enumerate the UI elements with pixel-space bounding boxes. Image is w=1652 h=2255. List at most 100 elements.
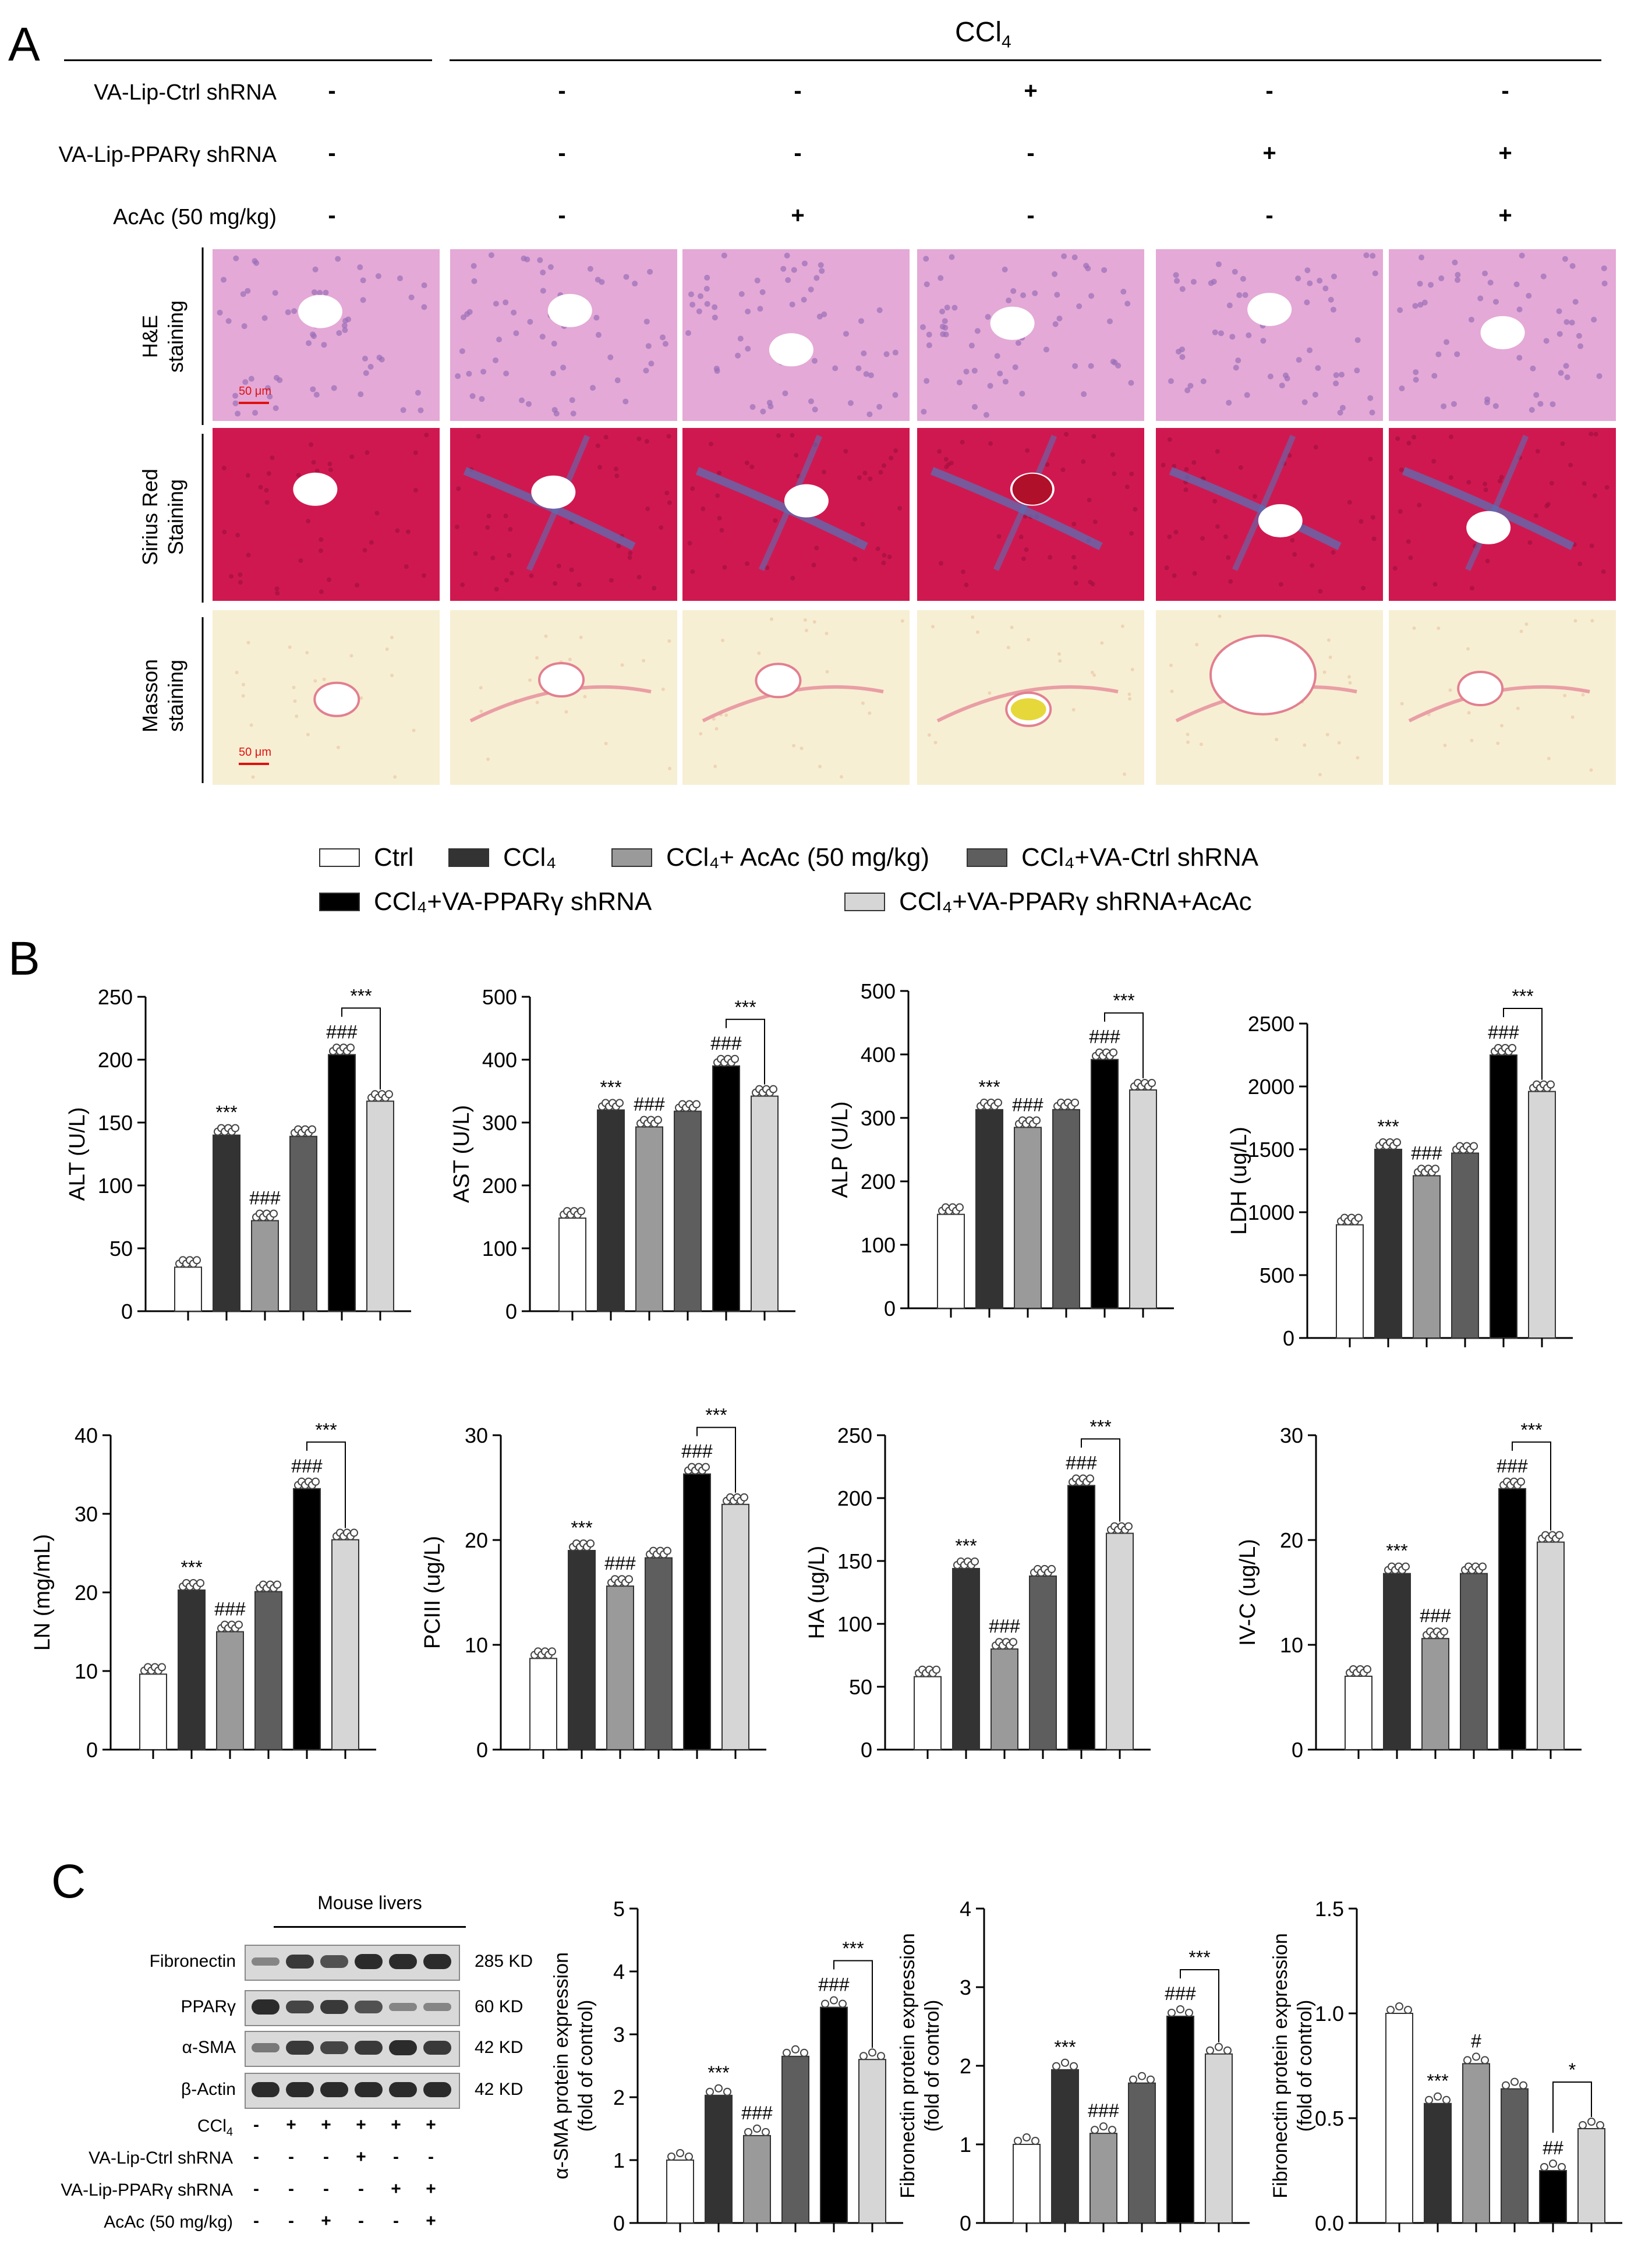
- condition-sign: +: [356, 2115, 366, 2134]
- y-tick-label: 200: [861, 1170, 896, 1194]
- y-tick-label: 50: [849, 1675, 872, 1699]
- condition-sign: -: [288, 2147, 294, 2167]
- bracket-mark: *: [1569, 2059, 1576, 2080]
- legend-item: Ctrl: [319, 843, 413, 872]
- blot-strip: [245, 1945, 460, 1981]
- bar: [712, 1065, 740, 1312]
- data-point: [1508, 1044, 1516, 1052]
- condition-label-text: AcAc (50 mg/kg): [104, 2212, 233, 2232]
- legend-label: CCl₄+VA-PPARγ shRNA: [374, 887, 652, 916]
- significance-bracket: [1104, 1012, 1144, 1079]
- micrograph-panel: [1156, 428, 1383, 601]
- condition-sign: +: [391, 2115, 401, 2134]
- data-point: [1393, 1138, 1401, 1146]
- data-point: [723, 2087, 731, 2096]
- bar: [635, 1126, 663, 1312]
- legend-item: CCl₄+VA-PPARγ shRNA+AcAc: [844, 887, 1252, 916]
- data-point: [1070, 2062, 1078, 2070]
- micrograph-panel: [682, 610, 910, 785]
- bar-chart: 0 50 100 150 200 250 HA (ug/L) *** ### ### ***: [805, 1416, 1151, 1762]
- bracket-mark: ***: [705, 1405, 727, 1426]
- data-point: [762, 2127, 770, 2136]
- legend-swatch: [844, 893, 885, 911]
- significance-mark: ###: [604, 1553, 636, 1574]
- treatment-row-label: VA-Lip-Ctrl shRNA: [94, 80, 277, 105]
- y-tick-label: 30: [75, 1502, 98, 1526]
- bar: [1067, 1485, 1095, 1750]
- significance-bracket: [1081, 1438, 1120, 1522]
- bar-chart: 0 1 2 3 4 5 α-SMA protein expression (fold of c…: [550, 1897, 903, 2235]
- data-point: [769, 1085, 777, 1093]
- data-point: [667, 2153, 675, 2161]
- significance-mark: ***: [215, 1102, 237, 1123]
- significance-bracket: [1512, 1441, 1551, 1531]
- y-tick-label: 50: [109, 1237, 133, 1261]
- scale-bar-label: 50 μm: [239, 746, 271, 759]
- y-tick-label: 10: [1280, 1633, 1303, 1657]
- y-tick-label: 10: [75, 1659, 98, 1683]
- bar: [820, 2006, 848, 2224]
- significance-bracket: [1180, 1969, 1219, 2042]
- y-tick-label: 0: [86, 1738, 98, 1762]
- data-point: [1404, 2006, 1412, 2014]
- bar: [743, 2134, 771, 2224]
- y-tick-label: 250: [98, 985, 133, 1009]
- y-tick-label: 200: [837, 1486, 872, 1510]
- data-point: [385, 1090, 393, 1099]
- significance-mark: ###: [1165, 1983, 1196, 2004]
- blot-band: [320, 1955, 348, 1968]
- y-axis-label: LDH (ug/L): [1227, 1127, 1251, 1235]
- blot-band: [320, 1999, 348, 2015]
- data-point: [1478, 1562, 1487, 1571]
- bar-chart: 0 50 100 150 200 250 ALT (U/L) *** ### ### ***: [65, 985, 411, 1323]
- significance-mark: ###: [1066, 1452, 1097, 1473]
- bar: [1498, 1488, 1526, 1751]
- bar: [1014, 1127, 1042, 1309]
- data-point: [346, 1043, 355, 1052]
- bar: [1385, 2013, 1413, 2224]
- legend-swatch: [611, 848, 652, 867]
- bar: [645, 1557, 673, 1751]
- condition-sign: -: [288, 2211, 294, 2231]
- bar: [1451, 1152, 1479, 1339]
- y-tick-label: 300: [482, 1111, 517, 1135]
- y-tick-label: 200: [98, 1048, 133, 1072]
- condition-sign: -: [358, 2179, 364, 2199]
- bar: [666, 2160, 694, 2224]
- bar: [1029, 1575, 1057, 1750]
- bar: [366, 1100, 394, 1312]
- molecular-weight-label: 42 KD: [475, 2038, 523, 2057]
- data-point: [1547, 1080, 1555, 1089]
- significance-mark: ###: [1420, 1605, 1451, 1626]
- data-point: [1032, 1116, 1041, 1125]
- significance-mark: #: [1471, 2030, 1481, 2051]
- data-point: [1048, 1564, 1056, 1573]
- bar: [1490, 1054, 1517, 1339]
- micrograph-panel: [213, 428, 440, 601]
- data-point: [308, 1125, 316, 1134]
- significance-mark: ###: [1089, 1026, 1120, 1047]
- condition-sign: -: [323, 2179, 329, 2199]
- data-point: [1129, 2075, 1137, 2084]
- y-axis-label: ALP (U/L): [828, 1101, 852, 1198]
- blot-band: [252, 1957, 280, 1966]
- data-point: [714, 2084, 723, 2093]
- condition-label-sub: 4: [226, 2126, 233, 2139]
- micrograph-panel: [1389, 610, 1616, 785]
- y-axis-label: LN (mg/mL): [30, 1534, 55, 1651]
- micrograph-panel: [1389, 428, 1616, 601]
- bar: [1577, 2128, 1605, 2224]
- data-point: [1555, 1531, 1563, 1539]
- data-point: [821, 1999, 829, 2008]
- data-point: [1206, 2046, 1214, 2055]
- blot-band: [252, 2082, 280, 2097]
- bracket-mark: ***: [734, 997, 756, 1018]
- blot-band: [389, 2002, 417, 2012]
- data-point: [1470, 1142, 1478, 1150]
- bracket-mark: ***: [1113, 990, 1134, 1011]
- data-point: [1168, 2008, 1176, 2017]
- legend-label: CCl₄: [503, 843, 557, 872]
- data-point: [676, 2149, 684, 2157]
- significance-bracket: [696, 1426, 736, 1493]
